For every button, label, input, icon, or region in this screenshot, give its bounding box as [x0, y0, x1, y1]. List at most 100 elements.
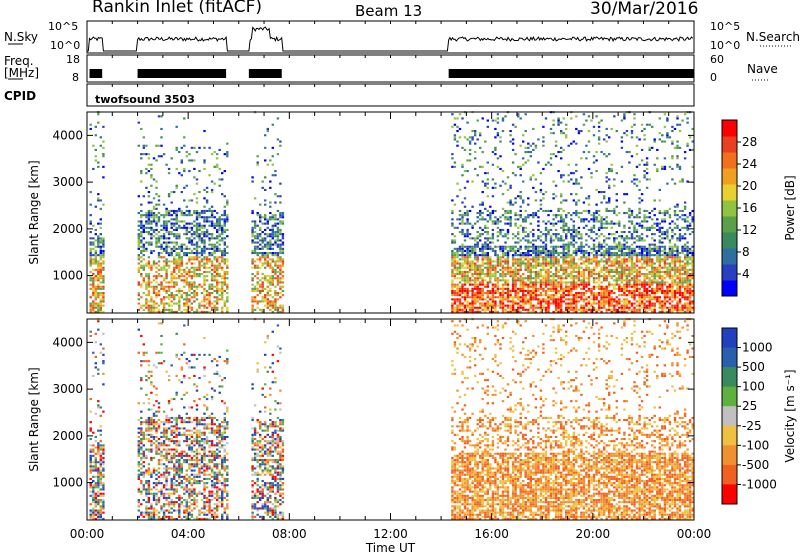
power-cell [461, 201, 464, 204]
power-cell [618, 264, 621, 267]
power-cell [251, 306, 254, 309]
power-cell [630, 220, 634, 223]
power-cell [458, 127, 462, 130]
power-cell [600, 218, 603, 221]
power-cell [205, 247, 209, 250]
power-cell [522, 228, 525, 231]
power-cell [562, 220, 565, 223]
power-cell [638, 201, 641, 204]
power-cell [524, 252, 527, 255]
power-cell [165, 296, 168, 299]
power-cell [620, 165, 624, 168]
power-cell [527, 256, 530, 259]
power-cell [635, 235, 639, 238]
power-cell [499, 245, 502, 248]
power-cell [195, 226, 199, 229]
power-cell [628, 252, 631, 255]
power-cell [92, 300, 95, 303]
power-cell [137, 144, 140, 147]
power-cell [89, 243, 92, 246]
power-cell [618, 306, 621, 309]
power-cell [656, 256, 659, 259]
power-cell [557, 117, 560, 120]
power-cell [173, 302, 176, 305]
power-cell [271, 237, 274, 240]
power-cell [638, 279, 641, 282]
power-cell [195, 241, 199, 244]
power-cell [585, 224, 588, 227]
power-cell [160, 266, 163, 269]
power-cell [613, 298, 616, 301]
power-cell [183, 292, 186, 295]
power-cell [628, 285, 631, 288]
power-cell [155, 220, 158, 223]
power-cell [89, 287, 92, 290]
power-cell [648, 283, 651, 286]
power-cell [580, 266, 583, 269]
power-cell [511, 298, 515, 301]
power-cell [549, 222, 553, 225]
power-cell [491, 247, 495, 250]
power-cell [577, 275, 581, 278]
power-cell [582, 310, 586, 313]
power-cell [200, 258, 204, 261]
power-cell [608, 254, 611, 257]
power-cell [494, 254, 497, 257]
power-cell [221, 306, 224, 309]
power-cell [522, 237, 525, 240]
power-cell [481, 268, 484, 271]
power-cell [661, 277, 664, 280]
power-cell [195, 201, 199, 204]
power-cell [630, 256, 634, 259]
power-cell [264, 260, 267, 263]
power-cell [653, 287, 656, 290]
power-cell [185, 294, 188, 297]
power-cell [623, 262, 626, 265]
power-cell [99, 222, 102, 225]
power-cell [608, 270, 611, 273]
power-cell [630, 249, 634, 252]
power-cell [461, 266, 464, 269]
power-cell [532, 249, 535, 252]
power-cell [205, 262, 209, 265]
power-cell [519, 277, 522, 280]
power-cell [195, 273, 199, 276]
power-cell [648, 270, 651, 273]
power-cell [552, 283, 555, 286]
power-cell [524, 296, 527, 299]
power-cell [165, 222, 168, 225]
power-cell [253, 241, 257, 244]
power-cell [673, 205, 677, 208]
power-cell [605, 289, 608, 292]
power-cell [496, 165, 500, 168]
power-cell [157, 273, 161, 276]
power-cell [165, 249, 168, 252]
power-cell [534, 304, 538, 307]
power-cell [216, 222, 219, 225]
nsearch-label: N.Search [746, 30, 800, 44]
power-cell [489, 304, 492, 307]
power-cell [175, 186, 178, 189]
power-cell [625, 266, 629, 269]
power-cell [580, 233, 583, 236]
power-cell [671, 281, 674, 284]
power-cell [188, 287, 191, 290]
power-cell [623, 287, 626, 290]
power-cell [501, 289, 505, 292]
power-cell [200, 304, 204, 307]
power-cell [94, 258, 97, 261]
power-cell [575, 264, 578, 267]
power-cell [517, 270, 520, 273]
power-cell [501, 247, 505, 250]
power-cell [271, 260, 274, 263]
power-cell [97, 199, 100, 202]
power-cell [582, 281, 586, 284]
power-cell [456, 306, 459, 309]
power-cell [552, 287, 555, 290]
power-cell [140, 231, 143, 234]
power-cell [651, 233, 654, 236]
power-cell [651, 279, 654, 282]
power-cell [544, 281, 548, 284]
power-cell [167, 241, 171, 244]
power-cell [623, 304, 626, 307]
